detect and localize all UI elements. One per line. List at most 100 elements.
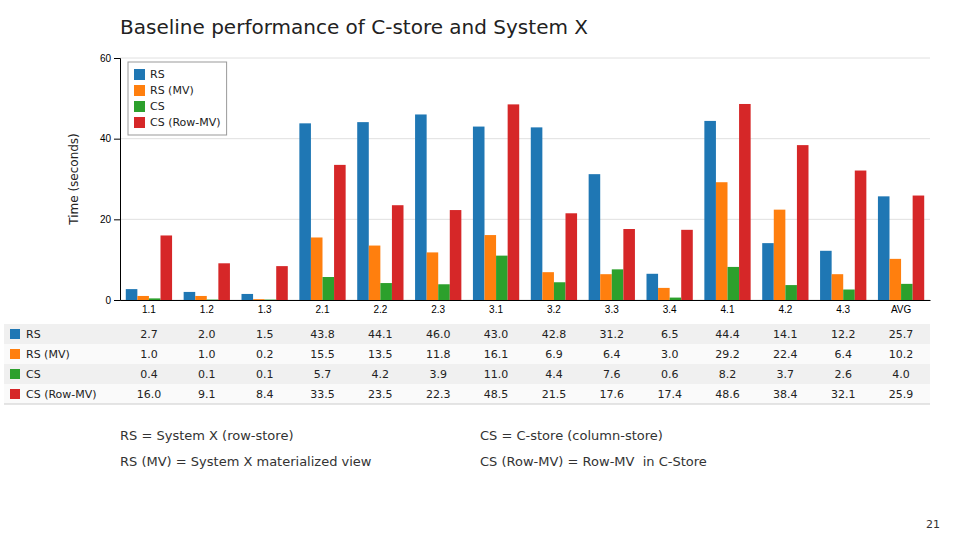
data-label: 13.5 [368, 348, 393, 361]
bar [566, 213, 578, 300]
data-label: 0.4 [140, 368, 158, 381]
data-label: 14.1 [773, 328, 798, 341]
bar [218, 263, 230, 300]
bar [762, 243, 774, 300]
annotation: 21 [926, 518, 940, 531]
bar [542, 272, 554, 300]
data-label: 43.0 [484, 328, 509, 341]
annotations: RS = System X (row-store) CS = C-store (c… [120, 428, 940, 531]
data-label: 25.9 [889, 388, 914, 401]
table-swatch [10, 349, 20, 359]
legend: RS RS (MV) CS CS (Row-MV) [128, 62, 227, 135]
bar [508, 104, 520, 300]
bar [913, 196, 925, 300]
data-label: 29.2 [715, 348, 740, 361]
tick-label: 3.3 [605, 304, 619, 315]
bar [357, 122, 369, 300]
legend-item: CS [134, 100, 165, 113]
data-label: 10.2 [889, 348, 914, 361]
table-row-bg [4, 384, 930, 404]
x-tick: 3.3 [605, 304, 619, 315]
bar [149, 298, 161, 300]
tick-label: 4.2 [778, 304, 792, 315]
data-label: 32.1 [831, 388, 856, 401]
data-label: 44.4 [715, 328, 740, 341]
bar [415, 114, 427, 300]
bar [623, 229, 635, 300]
y-axis-title: Time (seconds) [67, 133, 81, 226]
data-label: 25.7 [889, 328, 914, 341]
tick-label: 1.1 [142, 304, 156, 315]
bar [242, 294, 254, 300]
data-label: 6.4 [834, 348, 852, 361]
bar [531, 127, 543, 300]
tick-label: 2.3 [431, 304, 445, 315]
annotation: RS = System X (row-store) [120, 428, 293, 443]
bar [612, 269, 624, 300]
data-label: 42.8 [542, 328, 567, 341]
table-row-label: CS [26, 368, 41, 381]
bar [450, 210, 462, 300]
legend-item: RS (MV) [134, 84, 194, 97]
bar [647, 274, 659, 300]
data-label: 8.4 [256, 388, 274, 401]
data-label: 23.5 [368, 388, 393, 401]
bar [427, 252, 439, 300]
bar [311, 237, 323, 300]
data-label: 4.0 [892, 368, 910, 381]
data-label: 2.7 [140, 328, 158, 341]
bar [832, 274, 844, 300]
legend-label: CS (Row-MV) [150, 116, 221, 129]
table-rule [4, 404, 930, 405]
tick-mark [114, 300, 120, 301]
bar [797, 145, 809, 300]
data-label: 1.0 [198, 348, 216, 361]
tick-label: 4.1 [721, 304, 735, 315]
bar [901, 284, 913, 300]
data-label: 6.5 [661, 328, 679, 341]
y-tick: 40 [100, 133, 120, 144]
tick-label: 20 [100, 214, 112, 225]
bar [774, 210, 786, 300]
bar [843, 290, 855, 300]
data-label: 4.2 [372, 368, 390, 381]
data-label: 46.0 [426, 328, 451, 341]
annotation: CS = C-store (column-store) [480, 428, 663, 443]
x-tick: 4.2 [778, 304, 792, 315]
data-label: 11.0 [484, 368, 509, 381]
bar [380, 283, 392, 300]
tick-label: AVG [891, 304, 912, 315]
bar [334, 165, 346, 300]
tick-mark [114, 139, 120, 140]
data-label: 1.0 [140, 348, 158, 361]
data-label: 22.3 [426, 388, 451, 401]
title: Baseline performance of C-store and Syst… [120, 15, 588, 39]
bar [658, 288, 670, 300]
bar [820, 251, 832, 300]
table-row-bg [4, 344, 930, 364]
data-label: 48.5 [484, 388, 509, 401]
y-tick: 20 [100, 214, 120, 225]
grid-line [120, 58, 930, 59]
x-axis: 1.11.21.32.12.22.33.13.23.33.44.14.24.3A… [121, 301, 931, 316]
data-label: 43.8 [310, 328, 335, 341]
data-label: 48.6 [715, 388, 740, 401]
bar [600, 274, 612, 300]
axis-line [114, 59, 121, 301]
legend-item: RS [134, 68, 165, 81]
x-tick: 2.1 [316, 304, 330, 315]
data-label: 6.4 [603, 348, 621, 361]
grid [120, 58, 930, 300]
data-label: 21.5 [542, 388, 567, 401]
bar [253, 299, 265, 300]
bar [554, 282, 566, 300]
bar [878, 196, 890, 300]
bar [323, 277, 335, 300]
tick-mark [114, 58, 120, 59]
bar [704, 121, 716, 300]
bar [207, 299, 219, 300]
bar [276, 266, 288, 300]
data-label: 3.0 [661, 348, 679, 361]
bar [369, 246, 381, 300]
x-tick: 2.3 [431, 304, 445, 315]
